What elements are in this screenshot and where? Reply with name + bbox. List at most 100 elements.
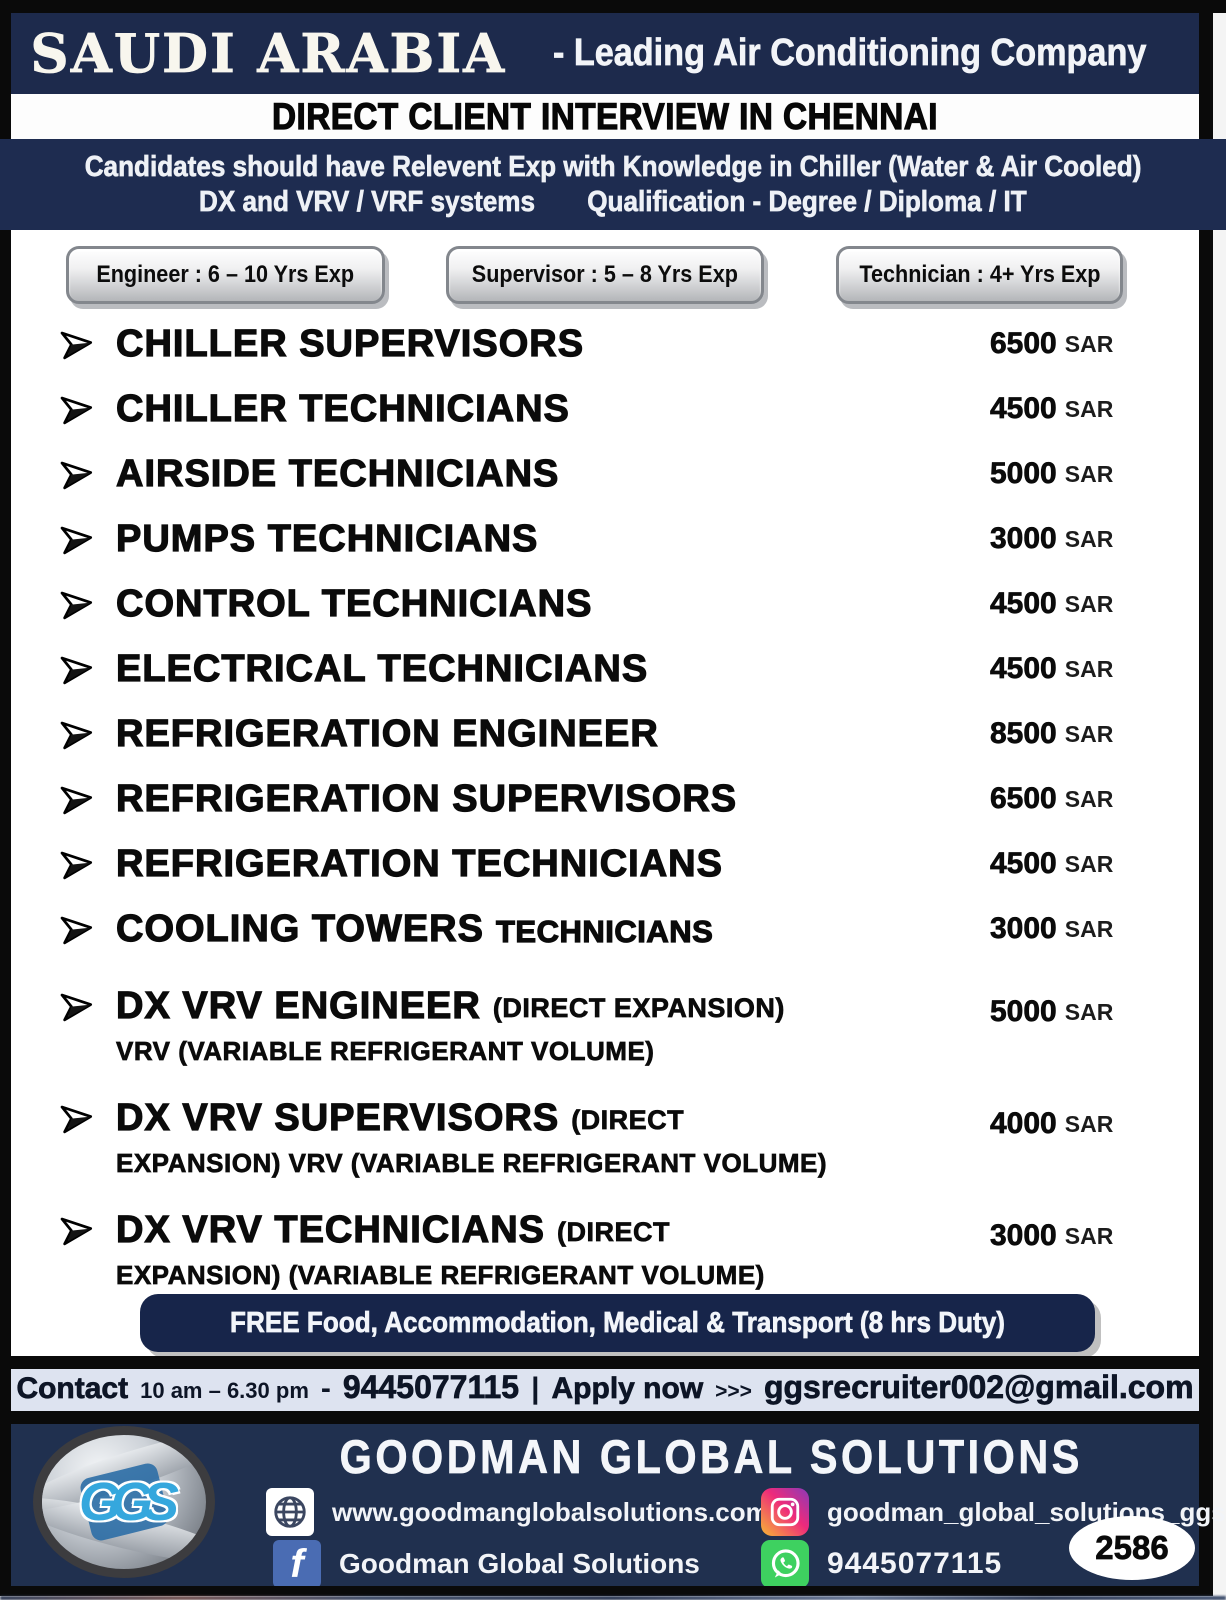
arrow-bullet-icon [58, 905, 96, 953]
job-row: ELECTRICAL TECHNICIANS 4500 SAR [11, 637, 1200, 702]
salary-currency: SAR [1064, 460, 1114, 487]
job-list: CHILLER SUPERVISORS 6500 SAR CHILLER TECH… [11, 312, 1200, 1298]
interview-band: DIRECT CLIENT INTERVIEW IN CHENNAI [11, 94, 1199, 139]
facebook-icon: f [273, 1540, 321, 1588]
job-salary: 3000 SAR [990, 1212, 1114, 1260]
arrow-bullet-icon [58, 982, 96, 1030]
job-row: COOLING TOWERS TECHNICIANS 3000 SAR [11, 897, 1200, 962]
technician-experience-button[interactable]: Technician : 4+ Yrs Exp [836, 246, 1123, 304]
job-title: AIRSIDE TECHNICIANS [115, 452, 560, 495]
job-title: DX VRV ENGINEER [115, 984, 481, 1027]
header-title-band: SAUDI ARABIA - Leading Air Conditioning … [11, 13, 1199, 94]
arrow-bullet-icon [58, 710, 96, 758]
job-title: ELECTRICAL TECHNICIANS [115, 647, 649, 690]
arrow-bullet-icon [58, 450, 96, 498]
job-title: REFRIGERATION SUPERVISORS [115, 777, 738, 820]
arrow-bullet-icon [58, 1094, 96, 1142]
job-title: CHILLER TECHNICIANS [115, 387, 570, 430]
frame-right [1199, 13, 1213, 1596]
salary-amount: 6500 [990, 782, 1057, 816]
bottom-blur-strip [0, 1596, 1226, 1600]
salary-currency: SAR [1064, 785, 1114, 812]
salary-amount: 3000 [990, 1219, 1057, 1253]
salary-currency: SAR [1064, 850, 1114, 877]
job-title: REFRIGERATION TECHNICIANS [115, 842, 723, 885]
bottom-bar [0, 1586, 1213, 1596]
contact-phone[interactable]: 9445077115 [342, 1369, 520, 1406]
arrow-bullet-icon [58, 645, 96, 693]
arrow-bullet-icon [58, 320, 96, 368]
whatsapp-number: 9445077115 [827, 1547, 1003, 1580]
job-row: DX VRV TECHNICIANS (DIRECT EXPANSION) (VAR… [11, 1186, 1200, 1298]
job-salary: 4500 SAR [990, 385, 1114, 433]
frame-top [0, 0, 1226, 13]
arrow-bullet-icon [58, 775, 96, 823]
arrows: >>> [715, 1380, 752, 1403]
job-row: AIRSIDE TECHNICIANS 5000 SAR [11, 442, 1200, 507]
job-row: REFRIGERATION TECHNICIANS 4500 SAR [11, 832, 1200, 897]
job-row: CHILLER SUPERVISORS 6500 SAR [11, 312, 1200, 377]
salary-amount: 5000 [990, 995, 1057, 1029]
job-salary: 4500 SAR [990, 840, 1114, 888]
divider-bar [0, 1411, 1213, 1424]
arrow-bullet-icon [58, 1206, 96, 1254]
website-url: www.goodmanglobalsolutions.com [332, 1496, 769, 1527]
engineer-experience-button[interactable]: Engineer : 6 – 10 Yrs Exp [66, 246, 385, 304]
job-note: (DIRECT [557, 1216, 671, 1247]
salary-currency: SAR [1064, 998, 1114, 1025]
requirement-line-1: Candidates should have Relevent Exp with… [84, 150, 1142, 183]
job-title: DX VRV TECHNICIANS [115, 1208, 546, 1251]
website-link[interactable]: www.goodmanglobalsolutions.com [266, 1488, 769, 1536]
job-title: REFRIGERATION ENGINEER [115, 712, 659, 755]
apply-email[interactable]: ggsrecruiter002@gmail.com [763, 1369, 1194, 1406]
job-note: (DIRECT [571, 1104, 685, 1135]
ggs-logo: GGS [33, 1426, 215, 1578]
interview-headline: DIRECT CLIENT INTERVIEW IN CHENNAI [272, 95, 939, 137]
salary-amount: 4500 [990, 392, 1057, 426]
frame-right-margin [1213, 13, 1226, 1600]
job-subtitle: EXPANSION) VRV (VARIABLE REFRIGERANT VOL… [116, 1148, 828, 1179]
logo-monogram: GGS [78, 1472, 179, 1532]
company-tagline: - Leading Air Conditioning Company [553, 32, 1147, 75]
benefits-banner: FREE Food, Accommodation, Medical & Tran… [140, 1294, 1095, 1352]
job-row: CHILLER TECHNICIANS 4500 SAR [11, 377, 1200, 442]
job-row: REFRIGERATION ENGINEER 8500 SAR [11, 702, 1200, 767]
job-title: CONTROL TECHNICIANS [115, 582, 593, 625]
salary-currency: SAR [1064, 395, 1114, 422]
salary-amount: 6500 [990, 327, 1057, 361]
arrow-bullet-icon [58, 840, 96, 888]
job-salary: 4500 SAR [990, 645, 1114, 693]
salary-amount: 4500 [990, 847, 1057, 881]
frame-left [0, 13, 11, 1596]
salary-currency: SAR [1064, 1222, 1114, 1249]
divider-bar [0, 1356, 1213, 1369]
job-note: TECHNICIANS [495, 913, 714, 949]
salary-amount: 3000 [990, 912, 1057, 946]
salary-amount: 4500 [990, 587, 1057, 621]
salary-currency: SAR [1064, 590, 1114, 617]
footer: GGS GOODMAN GLOBAL SOLUTIONS www.goodman… [11, 1424, 1226, 1588]
salary-currency: SAR [1064, 915, 1114, 942]
arrow-bullet-icon [58, 385, 96, 433]
salary-currency: SAR [1064, 720, 1114, 747]
job-subtitle: EXPANSION) (VARIABLE REFRIGERANT VOLUME) [116, 1260, 765, 1291]
contact-hours: 10 am – 6.30 pm [140, 1378, 309, 1403]
contact-label: Contact [16, 1372, 129, 1406]
job-title: PUMPS TECHNICIANS [115, 517, 539, 560]
salary-amount: 8500 [990, 717, 1057, 751]
separator: | [531, 1372, 540, 1405]
requirements-band: Candidates should have Relevent Exp with… [0, 139, 1226, 230]
salary-amount: 4000 [990, 1107, 1057, 1141]
job-salary: 5000 SAR [990, 450, 1114, 498]
whatsapp-icon [761, 1540, 809, 1588]
globe-icon [266, 1488, 314, 1536]
job-row: DX VRV SUPERVISORS (DIRECT EXPANSION) VRV … [11, 1074, 1200, 1186]
apply-label: Apply now [551, 1372, 704, 1406]
job-row: CONTROL TECHNICIANS 4500 SAR [11, 572, 1200, 637]
job-title: CHILLER SUPERVISORS [115, 322, 585, 365]
supervisor-experience-button[interactable]: Supervisor : 5 – 8 Yrs Exp [446, 246, 764, 304]
job-title: COOLING TOWERS [115, 907, 484, 950]
facebook-link[interactable]: f Goodman Global Solutions [273, 1540, 700, 1588]
whatsapp-link[interactable]: 9445077115 [761, 1540, 1002, 1588]
